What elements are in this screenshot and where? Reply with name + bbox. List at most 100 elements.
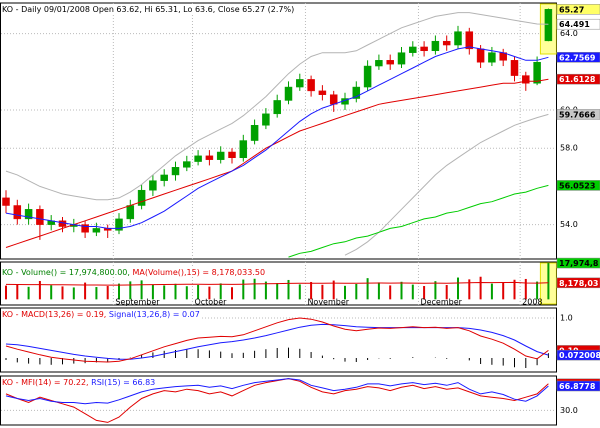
value-box-label: 56.0523 — [559, 181, 595, 190]
candle-body — [488, 52, 496, 63]
value-box-label: 65.27 — [559, 5, 584, 14]
title-part: MA(Volume(),15) = 8,178,033.50 — [132, 268, 265, 277]
volume-bar — [151, 284, 154, 300]
candle-body — [318, 90, 327, 95]
volume-bar — [38, 280, 41, 300]
indicator-line — [5, 281, 549, 286]
volume-bar — [129, 281, 132, 300]
candle-body — [262, 113, 270, 126]
volume-bar — [479, 276, 482, 300]
candle-body — [126, 205, 135, 220]
x-tick-label: November — [307, 298, 349, 307]
volume-bar — [5, 285, 7, 300]
volume-bar — [457, 277, 459, 300]
candle-body — [137, 189, 146, 206]
volume-bar — [513, 279, 516, 300]
volume-bar — [547, 263, 550, 300]
candle-body — [442, 40, 451, 46]
volume-bar — [50, 285, 53, 300]
value-box — [556, 380, 600, 392]
candle-body — [375, 60, 383, 67]
candle-body — [81, 224, 89, 233]
volume-bar — [445, 285, 448, 300]
volume-bar — [344, 285, 346, 300]
candle-body — [454, 31, 462, 46]
volume-bar — [490, 283, 493, 300]
volume-bar — [536, 281, 539, 300]
volume-bar — [118, 283, 120, 300]
volume-bar — [163, 285, 166, 300]
title-background — [1, 4, 297, 14]
volume-bar — [400, 281, 403, 300]
value-box — [556, 349, 600, 361]
candle-body — [420, 46, 428, 52]
value-box — [556, 257, 600, 269]
candle-body — [465, 31, 474, 50]
volume-bar — [434, 281, 437, 300]
candle-body — [92, 228, 101, 233]
panel-title: KO - Daily 09/01/2008 Open 63.62, Hi 65.… — [2, 5, 294, 14]
candle-body — [397, 52, 406, 65]
candle-body — [307, 79, 315, 92]
volume-bar — [276, 282, 279, 300]
candle-body — [183, 161, 191, 168]
volume-bar — [321, 284, 324, 300]
candle-body — [329, 94, 338, 105]
candle-body — [533, 61, 541, 84]
panel-frame — [0, 2, 557, 260]
x-tick-label: December — [420, 298, 462, 307]
title-part: KO - Volume() = 17,974,800.00, — [2, 268, 132, 277]
candle-body — [476, 48, 485, 63]
candle-body — [386, 60, 394, 65]
candle-body — [171, 167, 180, 176]
panel-title: KO - MFI(14) = 70.22, RSI(15) = 66.83 — [2, 378, 155, 387]
candle-body — [431, 40, 440, 52]
volume-bar — [185, 286, 188, 300]
value-box-label: 0.072008 — [559, 351, 600, 360]
candle-body — [239, 140, 248, 158]
volume-bar — [208, 286, 211, 300]
volume-bar — [377, 282, 380, 300]
value-box — [556, 109, 600, 120]
value-box-label: 64.491 — [559, 20, 590, 29]
candle-body — [58, 220, 67, 227]
volume-bar — [355, 284, 358, 300]
panel — [1, 3, 557, 259]
value-box — [556, 73, 600, 85]
indicator-line — [5, 378, 549, 423]
candle-body — [13, 205, 22, 220]
candle-body — [228, 151, 236, 158]
x-tick-label: September — [115, 298, 160, 307]
volume-bar — [502, 282, 505, 300]
y-tick-label: 64.0 — [560, 29, 578, 38]
panel-title: KO - MACD(13,26) = 0.19, Signal(13,26,8)… — [2, 310, 200, 319]
volume-bar — [84, 282, 87, 300]
candle-body — [510, 60, 519, 76]
value-box-label: 66.8778 — [559, 382, 596, 391]
volume-bar — [524, 278, 527, 300]
panel-title: KO - Volume() = 17,974,800.00, MA(Volume… — [2, 268, 265, 277]
candle-body — [194, 155, 202, 162]
title-background — [1, 377, 158, 387]
x-tick-label: October — [194, 298, 227, 307]
y-tick-label: 1.0 — [560, 314, 573, 323]
indicator-line — [5, 378, 549, 405]
candle-body — [250, 125, 259, 141]
candle-body — [24, 209, 33, 220]
title-part: RSI(15) = 66.83 — [91, 378, 155, 387]
title-part: KO - MACD(13,26) = 0.19, — [2, 310, 109, 319]
volume-bar — [72, 287, 75, 300]
title-background — [1, 309, 202, 319]
y-tick-label: 58.0 — [560, 144, 578, 153]
title-part: Signal(13,26,8) = 0.07 — [109, 310, 200, 319]
value-box — [556, 52, 600, 63]
volume-bar — [332, 280, 335, 300]
volume-bar — [174, 283, 177, 300]
x-tick-label: 2008 — [522, 298, 542, 307]
candle-body — [352, 86, 361, 99]
volume-bar — [253, 278, 256, 300]
candle-body — [273, 100, 281, 115]
candle-body — [216, 151, 225, 160]
